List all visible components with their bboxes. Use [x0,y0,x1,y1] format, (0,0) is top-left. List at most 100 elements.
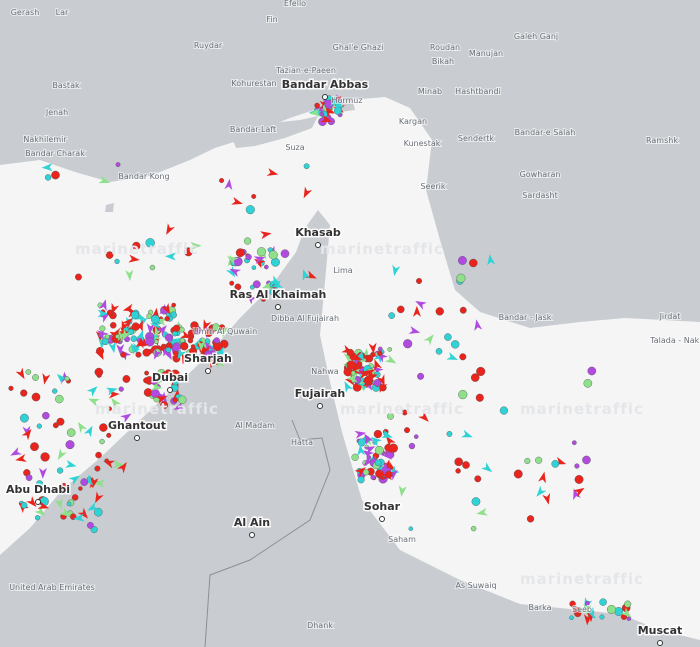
vessel [171,302,176,308]
city-label: Fujairah [295,387,345,400]
place-label: Hashtbandi [455,87,501,96]
vessel [435,307,444,316]
vessel [120,413,132,423]
vessel [155,374,165,387]
vessel [303,163,310,170]
vessel [364,433,374,445]
vessel [34,505,46,517]
vessel [274,291,282,299]
vessel [368,342,377,355]
vessel [401,409,408,416]
vessel [19,413,29,423]
vessel [180,342,189,351]
vessel [215,346,227,355]
vessel [160,343,167,350]
vessel [203,319,212,331]
watermark: marinetraffic [95,400,219,418]
vessel [106,309,114,316]
vessel [536,485,547,497]
vessel [257,290,264,297]
place-label: Bikah [432,57,454,66]
vessel [128,254,140,263]
vessel [377,350,383,357]
city-icon [167,387,173,393]
place-label: United Arab Emirates [9,583,95,592]
vessel [381,430,393,438]
vessel [268,250,278,260]
vessel [584,600,590,606]
vessel [385,436,396,448]
vessel [34,515,41,521]
vessel [197,340,206,352]
vessel [130,310,140,320]
vessel [15,454,27,462]
vessel [551,460,560,468]
place-label: Talada - Nakhessi [649,336,700,345]
vessel [189,354,202,363]
vessel [373,378,382,387]
vessel [8,385,14,391]
vessels [8,94,632,626]
vessel [94,367,104,377]
vessel [626,616,632,621]
vessel [20,389,28,397]
vessel [170,369,180,379]
vessel [446,352,458,360]
vessel [161,302,171,315]
vessel [114,258,120,265]
vessel [234,283,242,291]
city-label: Sohar [364,500,401,513]
vessel [357,438,366,447]
city-icon [35,499,41,505]
vessel [446,431,453,437]
vessel [172,379,179,386]
border [204,419,331,647]
vessel [624,600,632,608]
city-label: Dubai [152,371,188,384]
place-label: Ramshk [646,136,678,145]
vessel [235,248,245,258]
vessel [156,325,167,336]
place-label: Umm Al Quwain [193,327,257,336]
vessel [461,429,473,438]
island [105,203,114,212]
vessel [526,515,535,523]
vessel [146,313,152,320]
city-icon [317,403,323,409]
vessel [190,321,199,330]
vessel [111,302,120,315]
vessel [459,353,467,361]
vessel [356,361,363,368]
vessel [68,475,80,485]
vessel [471,497,481,506]
vessel [569,615,574,621]
vessel [384,354,397,364]
place-label: Hormuz [331,96,362,105]
vessel [77,421,88,434]
vessel [40,452,50,462]
vessel [574,475,584,484]
vessel [349,353,362,361]
watermark: marinetraffic [520,400,644,418]
vessel [36,480,44,488]
vessel [213,337,220,344]
vessel [154,347,163,360]
vessel [481,462,493,473]
vessel [574,463,580,469]
vessel [77,507,88,519]
vessel [108,341,116,354]
vessel [181,352,190,365]
vessel [476,507,488,516]
vessel [585,606,595,619]
place-label: Saham [388,535,416,544]
city-icon [379,516,385,522]
vessel [458,389,468,400]
vessel [573,488,581,501]
vessel [599,614,605,620]
vessel [362,469,370,476]
vessel [535,456,543,464]
vessel [387,412,394,420]
vessel [86,386,98,397]
vessel [217,356,229,365]
